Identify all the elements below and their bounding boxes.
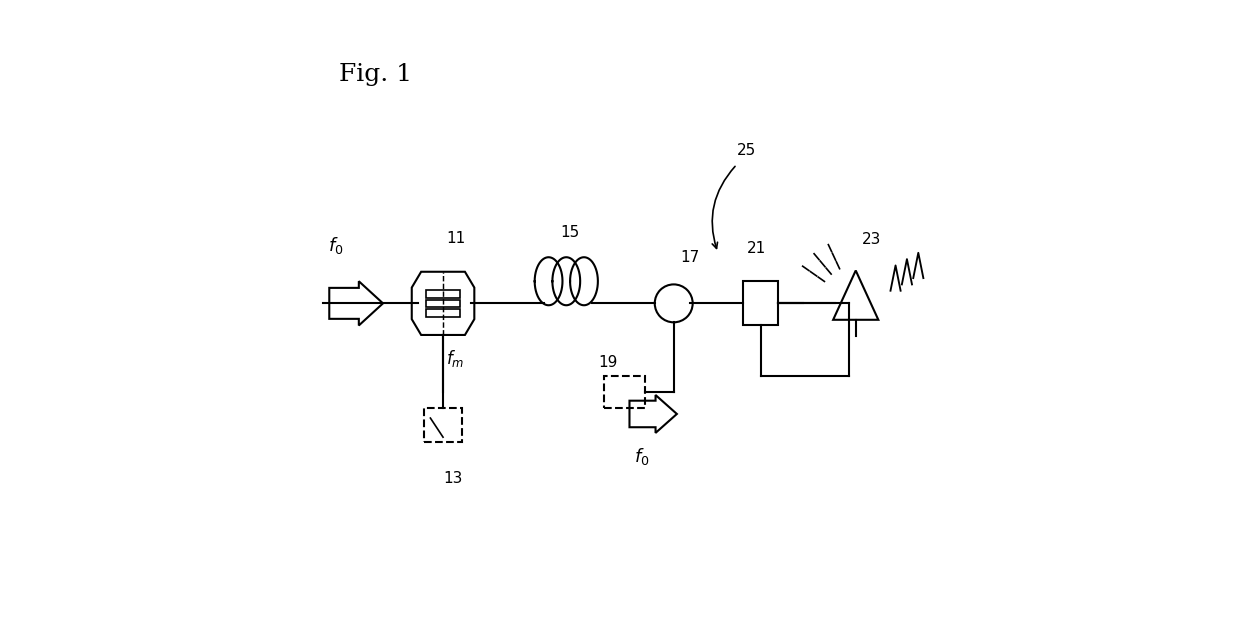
Bar <box>425 309 460 317</box>
Text: 23: 23 <box>862 233 882 247</box>
Text: Fig. 1: Fig. 1 <box>339 63 412 86</box>
Text: 19: 19 <box>598 355 618 370</box>
Bar <box>604 376 645 408</box>
Text: 11: 11 <box>446 231 465 246</box>
Text: $f_0$: $f_0$ <box>327 235 343 256</box>
Bar <box>425 300 460 307</box>
Text: 21: 21 <box>746 241 765 256</box>
Bar <box>425 290 460 298</box>
Text: 15: 15 <box>560 225 579 240</box>
Bar <box>743 281 777 325</box>
Text: 13: 13 <box>443 471 463 486</box>
Text: $f_m$: $f_m$ <box>446 348 465 368</box>
Bar <box>424 408 463 442</box>
Text: 25: 25 <box>737 143 756 158</box>
Text: $f_0$: $f_0$ <box>635 446 650 466</box>
Text: 17: 17 <box>680 250 699 265</box>
